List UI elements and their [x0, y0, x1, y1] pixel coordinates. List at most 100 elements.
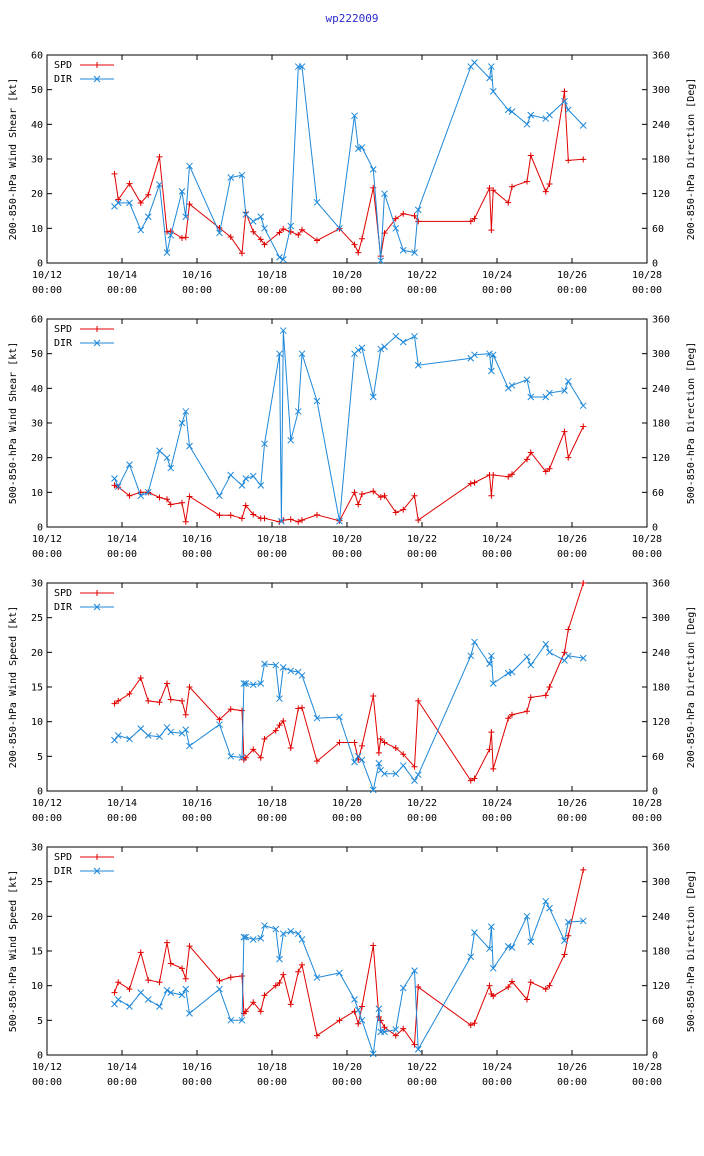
- data-point-dir: [114, 996, 122, 1003]
- data-point-spd: [565, 454, 572, 461]
- data-point-spd: [156, 494, 163, 501]
- data-point-spd: [561, 88, 568, 95]
- data-point-dir: [144, 996, 152, 1003]
- data-point-spd: [167, 228, 174, 235]
- data-point-spd: [261, 515, 268, 522]
- data-point-spd: [287, 516, 294, 523]
- data-point-spd: [527, 694, 534, 701]
- data-point-dir: [377, 257, 385, 265]
- data-point-spd: [287, 745, 294, 752]
- data-point-dir: [227, 1016, 235, 1024]
- data-point-spd: [115, 697, 122, 704]
- data-point-spd: [580, 580, 587, 586]
- data-point-spd: [377, 736, 384, 742]
- data-point-spd: [287, 1001, 294, 1008]
- x-tick-time-label: 00:00: [482, 1077, 512, 1088]
- x-tick-time-label: 00:00: [632, 1077, 662, 1088]
- y-right-tick-label: 360: [652, 315, 670, 326]
- data-point-spd: [505, 473, 512, 480]
- y-right-tick-label: 360: [652, 579, 670, 590]
- data-point-spd: [295, 705, 302, 712]
- y-left-axis-title: 200-850-hPa Wind Shear [kt]: [8, 78, 19, 241]
- chart-panel-3: 05101520253006012018024030036010/1200:00…: [8, 579, 697, 825]
- x-tick-date-label: 10/12: [32, 270, 62, 281]
- data-point-dir: [471, 351, 478, 359]
- data-point-dir: [523, 120, 531, 128]
- data-point-spd: [272, 727, 279, 734]
- y-right-tick-label: 180: [652, 947, 670, 958]
- data-point-spd: [546, 684, 553, 690]
- x-tick-time-label: 00:00: [332, 285, 362, 296]
- data-point-spd: [111, 700, 118, 707]
- data-point-dir: [163, 249, 171, 256]
- y-left-axis-title: 500-850-hPa Wind Speed [kt]: [8, 870, 19, 1033]
- data-point-spd: [156, 699, 163, 706]
- data-point-spd: [145, 191, 152, 198]
- data-point-spd: [355, 1020, 362, 1027]
- data-point-dir: [369, 1050, 377, 1058]
- data-point-dir: [261, 224, 268, 232]
- data-point-dir: [467, 953, 475, 961]
- data-point-spd: [580, 156, 587, 163]
- data-point-dir: [227, 752, 235, 760]
- data-point-dir: [486, 350, 493, 358]
- data-point-dir: [276, 695, 283, 702]
- y-right-tick-label: 60: [652, 488, 664, 499]
- data-point-dir: [137, 492, 145, 500]
- y-right-tick-label: 120: [652, 189, 670, 200]
- data-point-dir: [399, 246, 407, 254]
- data-point-dir: [279, 664, 287, 671]
- data-point-spd: [182, 975, 189, 982]
- y-right-tick-label: 360: [652, 843, 670, 854]
- data-point-spd: [415, 697, 422, 704]
- data-point-spd: [295, 231, 302, 238]
- x-tick-time-label: 00:00: [557, 813, 587, 824]
- x-tick-time-label: 00:00: [557, 285, 587, 296]
- y-right-tick-label: 240: [652, 648, 670, 659]
- data-point-spd: [509, 471, 515, 478]
- data-point-dir: [114, 483, 122, 490]
- data-point-spd: [295, 518, 302, 525]
- x-tick-date-label: 10/20: [332, 798, 362, 809]
- data-point-spd: [467, 480, 474, 487]
- y-right-tick-label: 0: [652, 523, 658, 534]
- data-point-spd: [486, 746, 493, 753]
- y-right-tick-label: 120: [652, 717, 670, 728]
- x-tick-date-label: 10/12: [32, 534, 62, 545]
- y-right-tick-label: 60: [652, 1016, 664, 1027]
- data-point-spd: [486, 982, 493, 989]
- data-point-spd: [524, 708, 530, 715]
- y-left-tick-label: 30: [31, 579, 43, 590]
- data-point-spd: [227, 512, 234, 519]
- data-point-dir: [186, 162, 193, 170]
- y-right-tick-label: 240: [652, 120, 670, 131]
- page-title: wp222009: [325, 12, 379, 25]
- x-tick-date-label: 10/28: [632, 270, 662, 281]
- data-point-dir: [561, 657, 568, 664]
- y-left-tick-label: 0: [37, 523, 43, 534]
- data-point-dir: [411, 249, 418, 256]
- data-point-dir: [488, 63, 495, 70]
- data-point-dir: [354, 1006, 362, 1014]
- y-right-tick-label: 0: [652, 787, 658, 798]
- data-point-dir: [564, 378, 572, 385]
- data-point-dir: [182, 408, 190, 415]
- data-point-dir: [313, 198, 321, 206]
- data-point-dir: [381, 1028, 388, 1036]
- data-point-spd: [490, 472, 497, 478]
- data-point-spd: [182, 711, 189, 718]
- data-point-dir: [489, 680, 497, 687]
- y-left-tick-label: 30: [31, 843, 43, 854]
- data-point-dir: [471, 638, 478, 646]
- data-point-dir: [249, 472, 257, 480]
- x-tick-time-label: 00:00: [182, 549, 212, 560]
- data-point-spd: [542, 188, 549, 195]
- data-point-dir: [561, 387, 568, 394]
- data-point-spd: [355, 249, 362, 256]
- data-point-spd: [359, 491, 365, 498]
- data-point-dir: [489, 351, 497, 359]
- data-point-dir: [240, 680, 248, 687]
- x-tick-time-label: 00:00: [332, 1077, 362, 1088]
- data-point-spd: [276, 979, 283, 986]
